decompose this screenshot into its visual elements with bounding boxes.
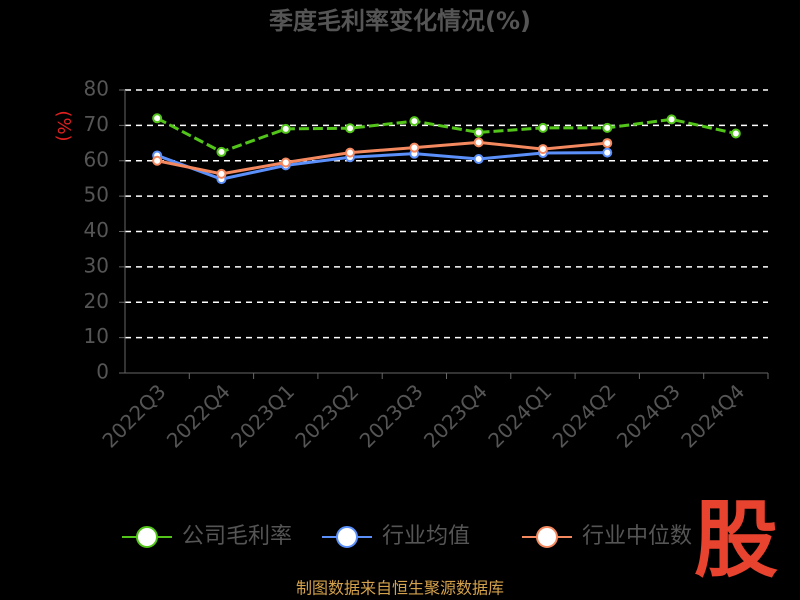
data-point xyxy=(152,113,163,124)
x-tick-label: 2022Q3 xyxy=(97,379,170,452)
data-point xyxy=(280,123,291,134)
data-point xyxy=(602,147,613,158)
data-point xyxy=(602,122,613,133)
legend-label: 行业均值 xyxy=(382,524,470,549)
y-tick-label: 80 xyxy=(84,77,109,101)
data-point xyxy=(280,157,291,168)
y-tick-label: 0 xyxy=(96,360,109,384)
y-tick-label: 70 xyxy=(84,112,109,136)
x-tick-label: 2024Q3 xyxy=(612,379,685,452)
x-tick-label: 2024Q1 xyxy=(483,379,556,452)
series-line xyxy=(156,116,737,154)
y-tick-label: 50 xyxy=(84,183,109,207)
data-point xyxy=(345,147,356,158)
data-point xyxy=(473,127,484,138)
y-tick-label: 10 xyxy=(84,324,109,348)
legend-label: 公司毛利率 xyxy=(182,524,292,549)
data-point xyxy=(216,168,227,179)
y-axis-label: (%) xyxy=(53,110,74,141)
x-tick-label: 2023Q2 xyxy=(290,379,363,452)
data-point xyxy=(473,153,484,164)
series-line xyxy=(156,151,608,181)
legend-marker xyxy=(536,526,558,548)
x-tick-label: 2024Q4 xyxy=(676,379,749,452)
data-point xyxy=(152,155,163,166)
data-point xyxy=(345,123,356,134)
data-point xyxy=(666,114,677,125)
x-tick-label: 2024Q2 xyxy=(548,379,621,452)
legend-marker xyxy=(336,526,358,548)
y-tick-label: 20 xyxy=(84,289,109,313)
y-tick-label: 60 xyxy=(84,147,109,171)
data-point xyxy=(602,138,613,149)
logo: 股 xyxy=(694,491,778,589)
data-point xyxy=(473,137,484,148)
data-point xyxy=(537,122,548,133)
data-point xyxy=(537,144,548,155)
chart-title: 季度毛利率变化情况(%) xyxy=(269,7,531,35)
series-line xyxy=(156,140,608,176)
y-tick-label: 30 xyxy=(84,253,109,277)
legend-label: 行业中位数 xyxy=(582,524,692,549)
data-point xyxy=(409,116,420,127)
x-tick-label: 2023Q4 xyxy=(419,379,492,452)
x-tick-label: 2022Q4 xyxy=(162,379,235,452)
y-tick-label: 40 xyxy=(84,218,109,242)
data-point xyxy=(409,142,420,153)
data-point xyxy=(730,128,741,139)
x-tick-label: 2023Q3 xyxy=(355,379,428,452)
legend-marker xyxy=(136,526,158,548)
source-note: 制图数据来自恒生聚源数据库 xyxy=(296,579,504,598)
data-point xyxy=(216,146,227,157)
x-tick-label: 2023Q1 xyxy=(226,379,299,452)
